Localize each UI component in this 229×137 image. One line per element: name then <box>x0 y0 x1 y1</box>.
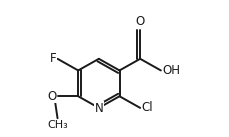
Text: F: F <box>49 52 56 65</box>
Text: O: O <box>47 90 56 103</box>
Text: Cl: Cl <box>141 101 153 114</box>
Text: OH: OH <box>161 64 179 77</box>
Text: CH₃: CH₃ <box>47 119 68 129</box>
Text: O: O <box>135 15 144 28</box>
Text: N: N <box>94 102 103 115</box>
